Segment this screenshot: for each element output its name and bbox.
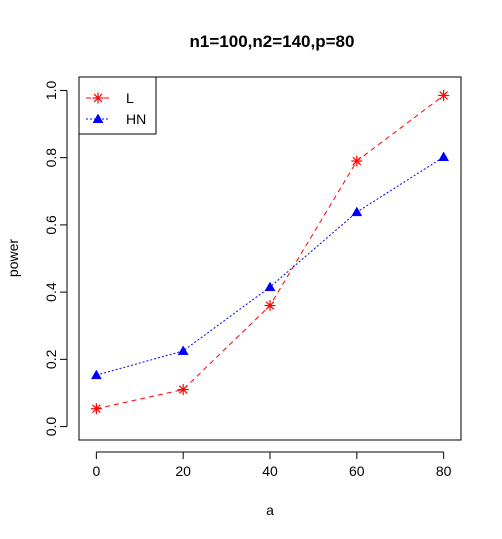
data-point-L [264,300,276,312]
y-tick-label: 0.2 [43,349,59,369]
data-point-L [90,403,102,415]
data-point-HN [351,206,363,217]
x-axis: 0 20 40 60 80 [92,451,452,479]
y-tick-label: 0.0 [43,417,59,437]
legend-label-L: L [126,90,134,106]
legend-label-HN: HN [126,111,146,127]
data-point-HN [90,369,102,380]
x-axis-label: a [266,502,274,518]
data-point-L [351,155,363,167]
series-L [90,89,450,415]
data-point-HN [264,281,276,292]
data-point-HN [438,151,450,161]
y-axis: 0.0 0.2 0.4 0.6 0.8 1.0 [43,81,68,437]
y-axis-label: power [5,239,21,277]
legend-marker-L [92,92,104,104]
x-tick-label: 40 [262,463,278,479]
y-tick-label: 1.0 [43,81,59,101]
legend-box [78,76,157,135]
x-tick-label: 60 [349,463,365,479]
data-point-HN [177,345,189,355]
plot-frame [78,76,462,441]
y-tick-label: 0.6 [43,215,59,235]
legend: L HN [78,76,157,135]
data-point-L [438,89,450,101]
y-tick-label: 0.8 [43,148,59,168]
x-tick-label: 80 [436,463,452,479]
x-tick-label: 20 [175,463,191,479]
series-layer [90,89,450,415]
series-line-HN [96,156,444,376]
data-point-L [177,384,189,396]
series-HN [90,151,450,380]
series-line-L [96,95,444,410]
legend-marker-HN [92,113,104,123]
y-tick-label: 0.4 [43,282,59,302]
x-tick-label: 0 [92,463,100,479]
chart-title: n1=100,n2=140,p=80 [190,32,355,51]
